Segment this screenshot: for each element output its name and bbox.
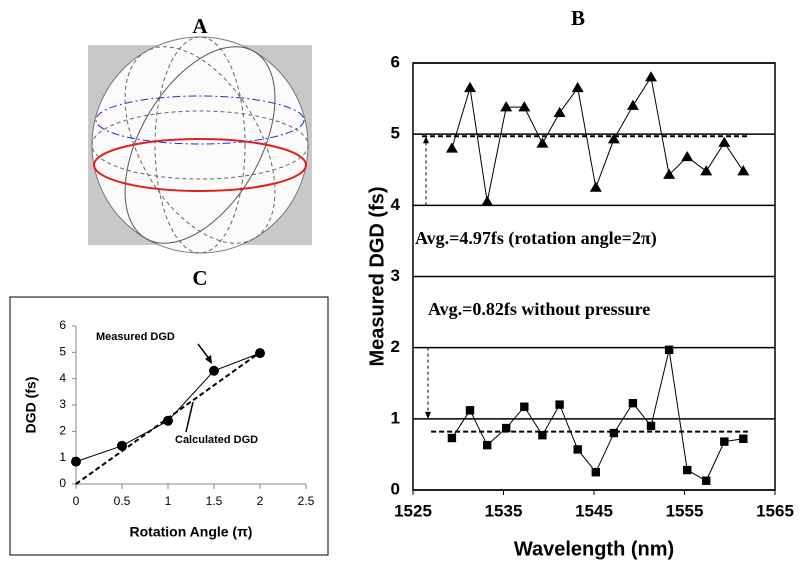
triangle-marker	[536, 137, 549, 148]
panel-a: A	[88, 14, 312, 254]
plot-frame	[412, 62, 776, 491]
y-tick-label: 3	[59, 397, 66, 411]
triangle-marker	[607, 133, 620, 144]
triangle-marker	[464, 81, 477, 93]
triangle-marker	[645, 71, 658, 82]
y-tick-label: 4	[59, 371, 66, 385]
y-tick-label: 4	[391, 195, 401, 214]
y-tick-label: 2	[391, 337, 400, 356]
x-tick-label: 1.5	[206, 494, 223, 508]
label-leader	[185, 401, 194, 433]
y-tick-label: 6	[59, 318, 66, 332]
square-marker	[609, 428, 619, 438]
triangle-marker	[737, 165, 750, 176]
y-tick-label: 0	[391, 479, 400, 498]
triangle-marker	[626, 99, 639, 110]
triangle-marker	[589, 181, 602, 192]
x-axis-label: Wavelength (nm)	[514, 538, 674, 560]
triangle-marker	[553, 106, 566, 118]
x-tick-label: 0	[73, 494, 80, 508]
sphere-circle	[124, 46, 276, 244]
sphere-circle	[154, 36, 246, 254]
square-marker	[465, 406, 475, 415]
square-marker	[502, 423, 511, 433]
square-marker	[447, 433, 457, 443]
y-tick-label: 0	[59, 476, 66, 490]
square-marker	[664, 345, 674, 355]
triangle-marker	[481, 195, 494, 206]
series-label: Calculated DGD	[175, 434, 258, 446]
series-line	[451, 75, 744, 202]
chart-scatter: C Rotation Angle (π) DGD (fs) 0 1 2 3 4 5 6 0 0.5 1 1…	[23, 266, 315, 540]
y-axis-label: DGD (fs)	[23, 377, 39, 434]
x-tick-label: 1555	[666, 501, 704, 520]
triangle-marker	[571, 81, 584, 93]
square-marker	[683, 465, 692, 475]
square-marker	[573, 445, 582, 454]
square-marker	[483, 440, 492, 450]
x-tick-label: 0.5	[114, 494, 131, 508]
y-tick-label: 5	[59, 345, 66, 359]
red-trace	[93, 138, 307, 192]
y-tick-label: 3	[391, 266, 400, 285]
arrow-head	[425, 411, 431, 419]
x-tick-label: 1565	[756, 501, 794, 520]
chart-title: B	[571, 6, 585, 30]
y-tick-label: 1	[59, 450, 66, 464]
panel-title: A	[192, 14, 208, 38]
square-marker	[739, 434, 748, 443]
triangle-marker	[500, 101, 513, 112]
square-marker	[520, 402, 529, 411]
square-marker	[591, 468, 601, 477]
square-marker	[702, 476, 711, 485]
triangle-marker	[518, 101, 531, 112]
sphere-circle	[124, 46, 276, 244]
dashed-line	[75, 351, 261, 485]
x-tick-label: 1525	[394, 501, 432, 520]
triangle-marker	[663, 168, 676, 179]
panel-c-frame	[9, 296, 329, 556]
chart-line: B Wavelength (nm) Measured DGD (fs) 0 1 2 3 4 5 6…	[366, 6, 794, 560]
x-tick-label: 2	[257, 494, 264, 508]
x-tick-label: 1545	[575, 501, 613, 520]
square-marker	[555, 400, 564, 409]
series-line	[451, 349, 744, 482]
x-axis-label: Rotation Angle (π)	[130, 524, 253, 540]
triangle-marker	[718, 136, 731, 147]
square-marker	[646, 421, 656, 431]
blue-trace	[95, 95, 305, 145]
sphere-circle	[91, 110, 309, 180]
sphere	[91, 36, 309, 254]
square-marker	[538, 431, 547, 440]
circle-marker	[209, 365, 219, 376]
chart-title: C	[192, 266, 207, 290]
circle-marker	[71, 456, 81, 467]
annotation: Avg.=4.97fs (rotation angle=2π)	[415, 228, 657, 249]
triangle-marker	[700, 165, 713, 176]
x-tick-label: 1	[165, 494, 172, 508]
square-marker	[720, 437, 729, 446]
annotation: Avg.=0.82fs without pressure	[428, 299, 650, 319]
y-tick-label: 5	[391, 124, 400, 143]
circle-marker	[163, 415, 173, 426]
arrow-head	[205, 355, 212, 364]
square-marker	[628, 398, 638, 408]
arrow-head	[423, 136, 429, 144]
triangle-marker	[445, 142, 458, 153]
triangle-marker	[681, 150, 694, 162]
y-axis-label: Measured DGD (fs)	[366, 186, 388, 366]
series-label: Measured DGD	[96, 331, 175, 343]
y-tick-label: 2	[59, 424, 66, 438]
x-tick-label: 1535	[485, 501, 523, 520]
x-tick-label: 2.5	[298, 494, 315, 508]
y-tick-label: 1	[391, 408, 400, 427]
y-tick-label: 6	[391, 52, 400, 71]
